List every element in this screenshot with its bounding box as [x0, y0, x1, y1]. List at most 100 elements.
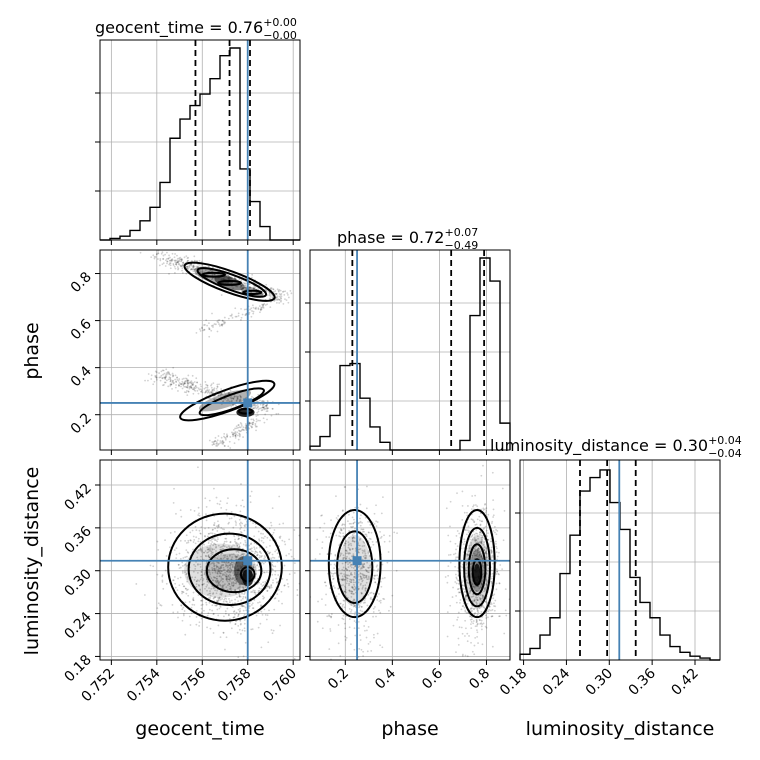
sample-point	[257, 569, 260, 571]
sample-point	[263, 558, 265, 560]
sample-point	[245, 423, 247, 425]
sample-point	[354, 581, 357, 584]
sample-point	[476, 532, 479, 535]
sample-point	[476, 613, 479, 616]
sample-point	[240, 316, 243, 319]
sample-point	[345, 576, 348, 579]
sample-point	[343, 556, 346, 559]
contour-line	[183, 261, 276, 302]
panel-2d-geocent-time-phase: 0.20.40.60.8	[68, 249, 301, 455]
sample-point	[195, 623, 198, 626]
sample-point	[245, 523, 247, 526]
sample-point	[350, 592, 353, 595]
sample-point	[217, 443, 220, 446]
sample-point	[235, 433, 238, 436]
sample-point	[187, 541, 190, 544]
sample-point	[278, 495, 281, 498]
sample-point	[226, 588, 229, 591]
sample-point	[240, 307, 242, 310]
sample-point	[254, 566, 257, 568]
sample-point	[208, 335, 211, 338]
sample-point	[255, 407, 258, 410]
sample-point	[214, 596, 217, 599]
sample-point	[226, 399, 228, 402]
sample-point	[484, 511, 487, 514]
sample-point	[159, 259, 162, 262]
sample-point	[232, 433, 234, 436]
sample-point	[495, 588, 498, 591]
sample-point	[172, 264, 175, 267]
sample-point	[274, 290, 277, 292]
sample-point	[258, 601, 261, 604]
sample-point	[233, 574, 235, 577]
sample-point	[221, 548, 223, 551]
sample-point	[346, 577, 349, 580]
sample-point	[330, 616, 332, 619]
sample-point	[337, 587, 340, 590]
sample-point	[216, 386, 219, 388]
sample-point	[244, 597, 247, 599]
sample-point	[481, 595, 484, 597]
sample-point	[367, 642, 370, 645]
sample-point	[474, 607, 476, 610]
sample-point	[166, 262, 168, 265]
sample-point	[273, 608, 276, 611]
sample-point	[213, 548, 215, 551]
sample-point	[220, 579, 223, 582]
sample-point	[347, 563, 349, 566]
sample-point	[267, 407, 270, 410]
sample-point	[486, 564, 489, 566]
sample-point	[380, 535, 383, 538]
sample-point	[483, 549, 486, 551]
sample-point	[345, 540, 347, 543]
sample-point	[481, 520, 484, 523]
sample-point	[482, 528, 485, 531]
sample-point	[346, 550, 348, 553]
sample-point	[359, 537, 362, 540]
sample-point	[346, 574, 349, 577]
sample-point	[214, 436, 217, 439]
sample-point	[476, 549, 479, 551]
sample-point	[341, 568, 344, 571]
sample-point	[238, 537, 240, 540]
sample-point	[258, 305, 261, 307]
sample-point	[466, 576, 469, 579]
sample-point	[207, 555, 210, 557]
sample-point	[210, 551, 213, 554]
sample-point	[479, 606, 482, 609]
sample-point	[476, 622, 479, 625]
sample-point	[233, 442, 236, 445]
sample-point	[454, 581, 457, 583]
sample-point	[229, 568, 232, 571]
sample-point	[476, 551, 479, 554]
sample-point	[272, 556, 274, 559]
sample-point	[353, 589, 356, 591]
sample-point	[464, 635, 466, 637]
sample-point	[278, 536, 281, 538]
sample-point	[269, 544, 271, 547]
sample-point	[214, 570, 217, 573]
sample-point	[175, 384, 177, 386]
sample-point	[352, 536, 355, 539]
sample-point	[471, 600, 474, 602]
sample-point	[193, 603, 196, 606]
sample-point	[199, 588, 202, 591]
sample-point	[473, 537, 476, 539]
sample-point	[184, 563, 187, 566]
sample-point	[484, 589, 487, 592]
sample-point	[376, 574, 379, 577]
sample-point	[492, 562, 494, 565]
sample-point	[472, 620, 475, 622]
sample-point	[225, 575, 228, 578]
sample-point	[262, 595, 264, 598]
sample-point	[351, 536, 354, 539]
sample-point	[228, 576, 231, 579]
tick-label-y-luminosity-distance: 0.30	[61, 566, 94, 599]
sample-point	[367, 531, 370, 534]
sample-point	[480, 622, 483, 625]
sample-point	[205, 383, 208, 386]
sample-point	[211, 441, 214, 443]
sample-point	[200, 555, 202, 558]
sample-point	[272, 290, 275, 293]
sample-point	[267, 585, 270, 588]
